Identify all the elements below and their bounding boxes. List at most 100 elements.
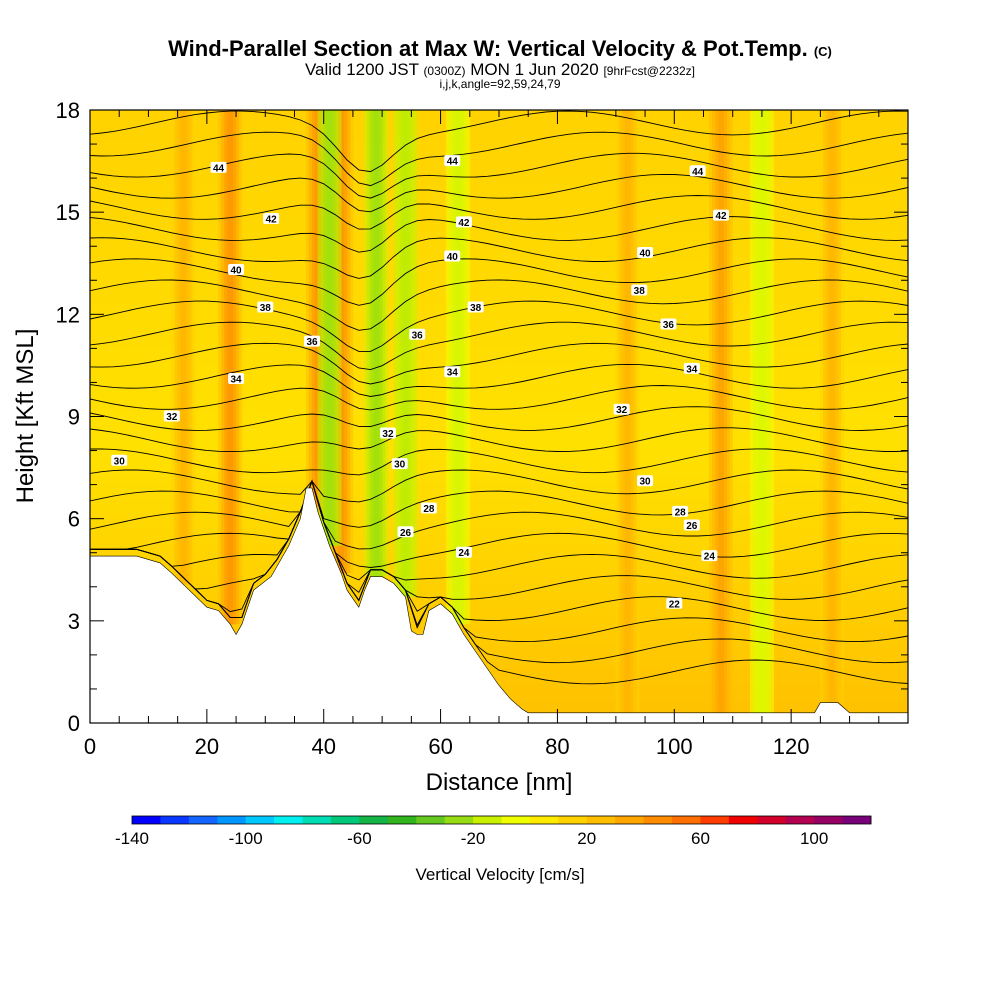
theta-contour-line: [90, 469, 908, 503]
contour-label-text: 40: [447, 252, 459, 263]
contour-label-bg: [713, 209, 730, 221]
contour-label-text: 36: [412, 330, 424, 341]
theta-contour-line: [90, 448, 908, 476]
colorbar-swatch: [416, 816, 446, 824]
plot-area: 22 24 24 26 26 28 28 30 30 30 32 32 32 34 34 34 36 36 36 38…: [90, 110, 908, 723]
contour-label-bg: [683, 362, 700, 374]
theta-contour-line: [90, 385, 908, 411]
contour-label-bg: [455, 216, 472, 228]
theta-contour-line: [90, 237, 908, 279]
contour-label-text: 44: [213, 163, 225, 174]
contour-label-38: 38: [467, 301, 484, 314]
contour-label-40: 40: [637, 247, 654, 260]
contour-label-34: 34: [444, 366, 461, 379]
theta-contour-labels: 22 24 24 26 26 28 28 30 30 30 32 32 32 34 34 34 36 36 36 38…: [111, 155, 730, 610]
contour-label-bg: [666, 597, 683, 609]
theta-contour-line: [90, 216, 908, 253]
contour-label-36: 36: [409, 328, 426, 341]
colorbar-tick-label: -100: [229, 829, 263, 848]
theta-contour-line: [90, 131, 908, 187]
theta-contour-line: [90, 110, 908, 173]
colorbar-swatch: [700, 816, 730, 824]
downdraft-column: [393, 110, 418, 597]
contour-label-bg: [304, 335, 321, 347]
contour-label-bg: [257, 301, 274, 313]
contour-label-bg: [689, 165, 706, 177]
contour-label-text: 28: [675, 507, 687, 518]
contour-label-text: 40: [640, 249, 652, 260]
y-tick-label: 0: [68, 711, 80, 736]
x-tick-label: 120: [773, 734, 810, 759]
contour-label-text: 26: [686, 521, 698, 532]
contour-label-text: 24: [704, 552, 716, 563]
y-tick-label: 9: [68, 405, 80, 430]
x-tick-label: 60: [428, 734, 452, 759]
contour-label-text: 36: [663, 320, 675, 331]
contour-label-32: 32: [613, 403, 630, 416]
contour-label-text: 40: [231, 266, 243, 277]
colorbar-swatch: [330, 816, 360, 824]
chart-title: Wind-Parallel Section at Max W: Vertical…: [0, 36, 1000, 62]
contour-label-bg: [163, 410, 180, 422]
colorbar-tick-label: -140: [115, 829, 149, 848]
contour-label-bg: [631, 284, 648, 296]
colorbar-tick-label: 100: [800, 829, 828, 848]
x-tick-label: 80: [545, 734, 569, 759]
contour-label-bg: [397, 526, 414, 538]
colorbar-swatch: [757, 816, 787, 824]
colorbar-swatch: [814, 816, 843, 824]
contour-label-bg: [683, 519, 700, 531]
x-tick-label: 40: [311, 734, 335, 759]
contour-label-26: 26: [397, 526, 414, 539]
velocity-band: [171, 110, 196, 585]
contour-label-text: 44: [692, 167, 704, 178]
colorbar-swatch: [302, 816, 332, 824]
colorbar-swatch: [558, 816, 588, 824]
y-tick-label: 12: [56, 302, 80, 327]
theta-contour-line: [90, 321, 908, 371]
contour-label-32: 32: [379, 427, 396, 440]
terrain-mask: [90, 487, 908, 723]
colorbar-title: Vertical Velocity [cm/s]: [415, 865, 584, 884]
contour-label-text: 34: [231, 375, 243, 386]
contour-label-38: 38: [631, 284, 648, 297]
colorbar-tick-label: -60: [347, 829, 372, 848]
contour-label-42: 42: [455, 216, 472, 229]
colorbar-swatch: [529, 816, 559, 824]
x-axis-title: Distance [nm]: [426, 769, 573, 796]
contour-label-text: 28: [423, 504, 435, 515]
updraft-column: [218, 110, 243, 625]
contour-label-text: 30: [394, 460, 406, 471]
contour-label-bg: [637, 475, 654, 487]
y-tick-label: 3: [68, 609, 80, 634]
indices-line: i,j,k,angle=92,59,24,79: [439, 77, 561, 91]
contour-label-text: 32: [382, 429, 394, 440]
downdraft-column: [749, 110, 774, 713]
colorbar-swatch: [842, 816, 872, 824]
contour-label-text: 36: [306, 337, 318, 348]
updraft-column: [171, 110, 196, 585]
contour-label-text: 34: [686, 364, 698, 375]
theta-contour-line: [90, 479, 908, 643]
colorbar: -140 -100 -60 -20 20 60 100: [115, 815, 872, 848]
colorbar-swatch: [188, 816, 218, 824]
contour-label-bg: [455, 546, 472, 558]
y-tick-label: 6: [68, 507, 80, 532]
colorbar-swatch: [444, 816, 474, 824]
valid-utc: (0300Z): [423, 64, 466, 78]
colorbar-swatch: [473, 816, 502, 824]
colorbar-tick-label: 60: [691, 829, 710, 848]
contour-label-44: 44: [210, 161, 227, 174]
contour-label-text: 42: [715, 211, 727, 222]
theta-contour-line: [90, 479, 908, 550]
theta-contour-line: [90, 363, 908, 397]
downdraft-column: [317, 110, 342, 546]
contour-label-30: 30: [391, 458, 408, 471]
theta-contour-line: [90, 279, 908, 331]
contour-label-text: 22: [669, 599, 681, 610]
contour-label-text: 42: [458, 218, 470, 229]
x-axis: 0 20 40 60 80 100 120: [84, 110, 909, 759]
x-tick-label: 20: [195, 734, 219, 759]
